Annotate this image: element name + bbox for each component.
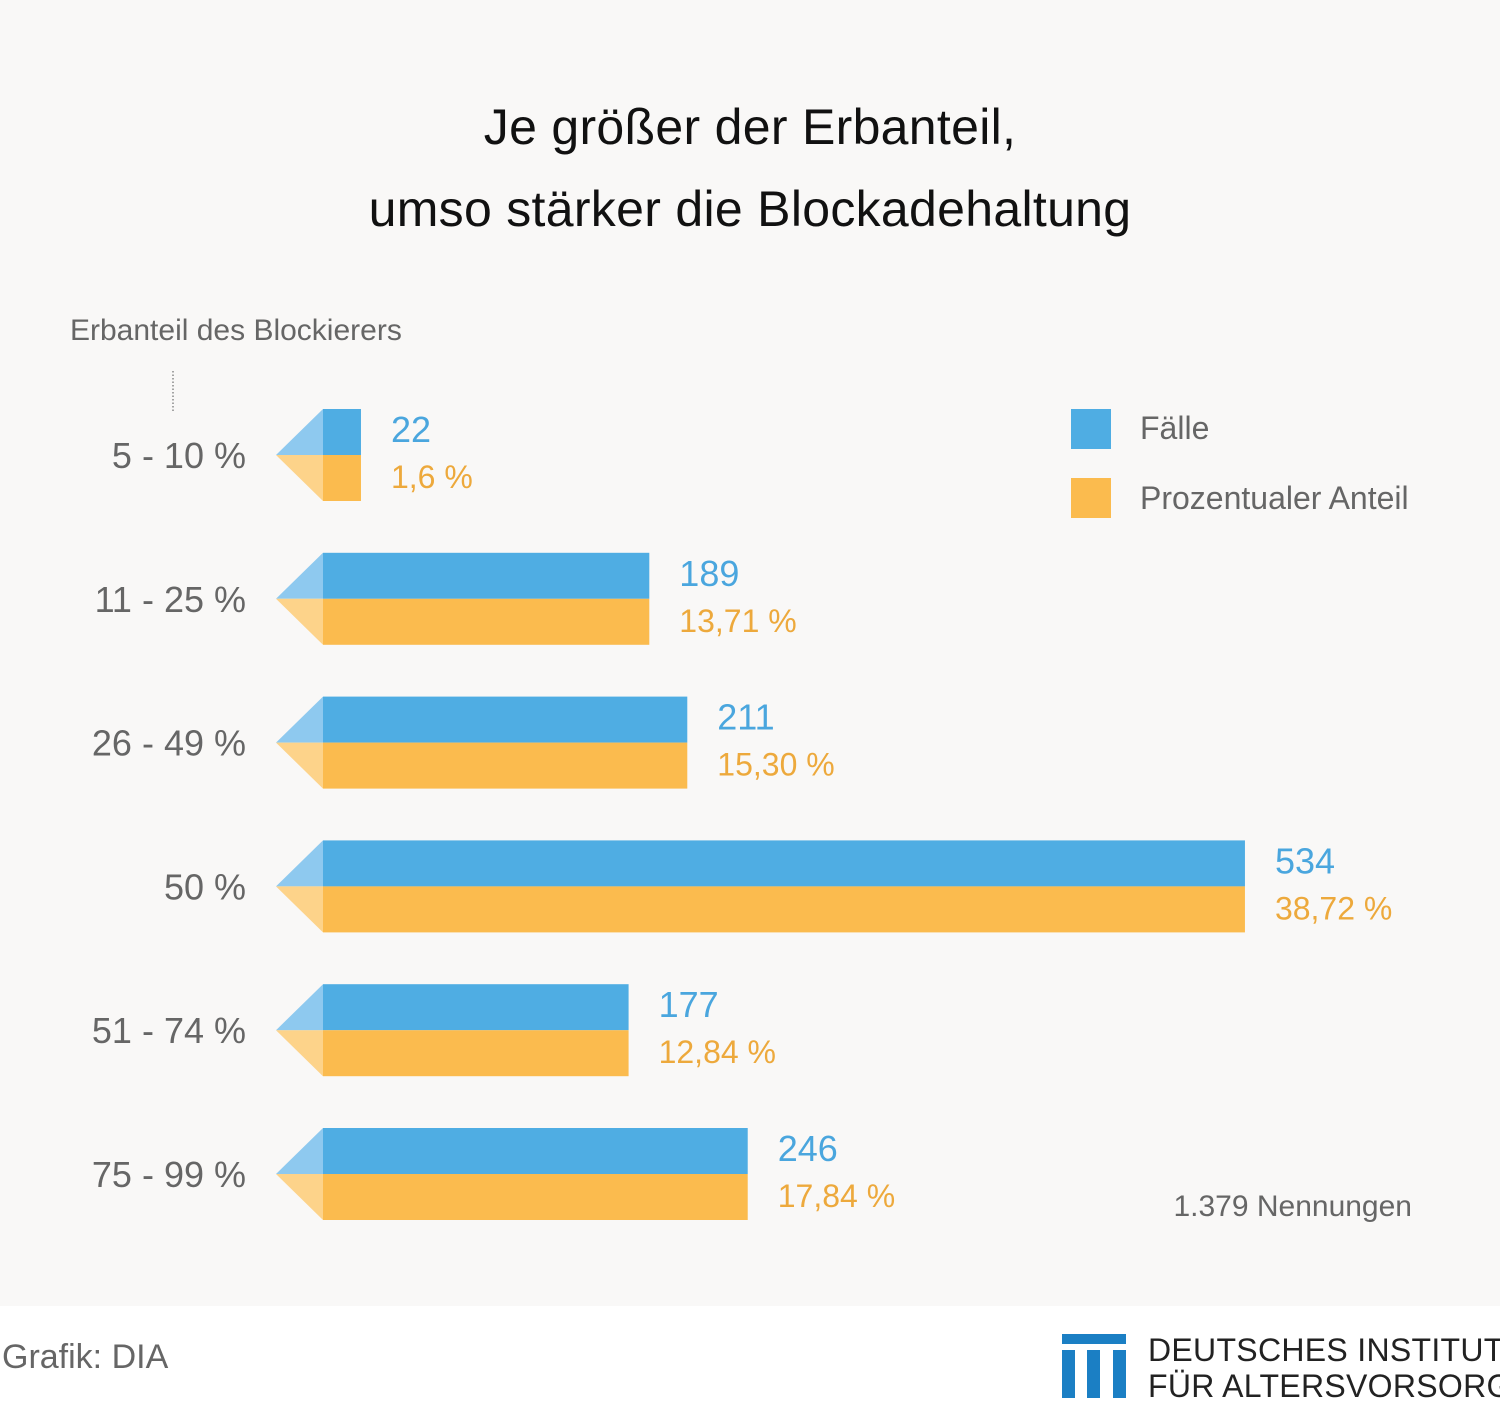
- data-label-prozent: 38,72 %: [1275, 890, 1392, 926]
- logo-mark-column: [1062, 1350, 1075, 1398]
- bar-faelle: [323, 840, 1245, 887]
- logo-mark-top-bar: [1062, 1334, 1126, 1344]
- category-label: 75 - 99 %: [92, 1154, 246, 1195]
- total-responses-note: 1.379 Nennungen: [1173, 1190, 1412, 1223]
- data-label-faelle: 211: [717, 697, 774, 738]
- legend-swatch-prozent: [1071, 478, 1111, 518]
- bar-cap-faelle: [276, 552, 323, 599]
- category-label: 51 - 74 %: [92, 1010, 246, 1051]
- bar-cap-prozent: [276, 1174, 323, 1220]
- dia-logo: DEUTSCHES INSTITUT FÜR ALTERSVORSORGE: [1062, 1332, 1500, 1404]
- legend-swatch-faelle: [1071, 409, 1111, 449]
- logo-mark-column: [1087, 1350, 1100, 1398]
- bar-prozent: [323, 455, 361, 501]
- bar-cap-faelle: [276, 1128, 323, 1174]
- category-label: 50 %: [164, 866, 246, 907]
- source-credit: Grafik: DIA: [2, 1338, 169, 1376]
- data-label-faelle: 246: [778, 1128, 838, 1169]
- bar-cap-prozent: [276, 1030, 323, 1077]
- chart-title: Je größer der Erbanteil,: [483, 99, 1017, 155]
- bar-prozent: [323, 1174, 748, 1220]
- legend-label-faelle: Fälle: [1140, 410, 1210, 446]
- logo-mark-column: [1113, 1350, 1126, 1398]
- bar-faelle: [323, 1128, 748, 1174]
- category-label: 5 - 10 %: [112, 435, 246, 476]
- bar-prozent: [323, 598, 650, 645]
- data-label-faelle: 534: [1275, 840, 1335, 881]
- bar-faelle: [323, 984, 629, 1031]
- bar-cap-faelle: [276, 696, 323, 743]
- data-label-faelle: 22: [391, 409, 431, 450]
- bar-chart: 5 - 10 % 22 1,6 % 11 - 25 % 189 13,71 % 26 - 4…: [92, 371, 1392, 1220]
- data-label-prozent: 12,84 %: [659, 1034, 776, 1070]
- bar-cap-prozent: [276, 598, 323, 645]
- bar-cap-prozent: [276, 742, 323, 789]
- chart-panel: Je größer der Erbanteil, umso stärker di…: [70, 99, 1412, 1223]
- data-label-prozent: 15,30 %: [717, 747, 834, 783]
- bar-faelle: [323, 696, 688, 743]
- chart-subtitle: umso stärker die Blockadehaltung: [368, 181, 1132, 237]
- logo-text-line-1: DEUTSCHES INSTITUT: [1148, 1332, 1500, 1368]
- legend-label-prozent: Prozentualer Anteil: [1140, 480, 1409, 516]
- bar-cap-faelle: [276, 409, 323, 455]
- data-label-prozent: 17,84 %: [778, 1178, 895, 1214]
- bar-faelle: [323, 552, 650, 599]
- data-label-prozent: 1,6 %: [391, 459, 473, 495]
- bar-prozent: [323, 886, 1245, 933]
- bar-faelle: [323, 409, 361, 455]
- category-label: 26 - 49 %: [92, 723, 246, 764]
- bar-prozent: [323, 742, 688, 789]
- data-label-faelle: 177: [659, 984, 719, 1025]
- data-label-faelle: 189: [679, 553, 739, 594]
- dia-logo-mark-icon: [1062, 1334, 1126, 1398]
- bar-cap-faelle: [276, 984, 323, 1031]
- bar-cap-prozent: [276, 886, 323, 933]
- category-label: 11 - 25 %: [95, 579, 246, 620]
- bar-prozent: [323, 1030, 629, 1077]
- bar-cap-faelle: [276, 840, 323, 887]
- bar-cap-prozent: [276, 455, 323, 501]
- y-axis-label: Erbanteil des Blockierers: [70, 314, 402, 347]
- logo-text-line-2: FÜR ALTERSVORSORGE: [1148, 1368, 1500, 1404]
- data-label-prozent: 13,71 %: [679, 603, 796, 639]
